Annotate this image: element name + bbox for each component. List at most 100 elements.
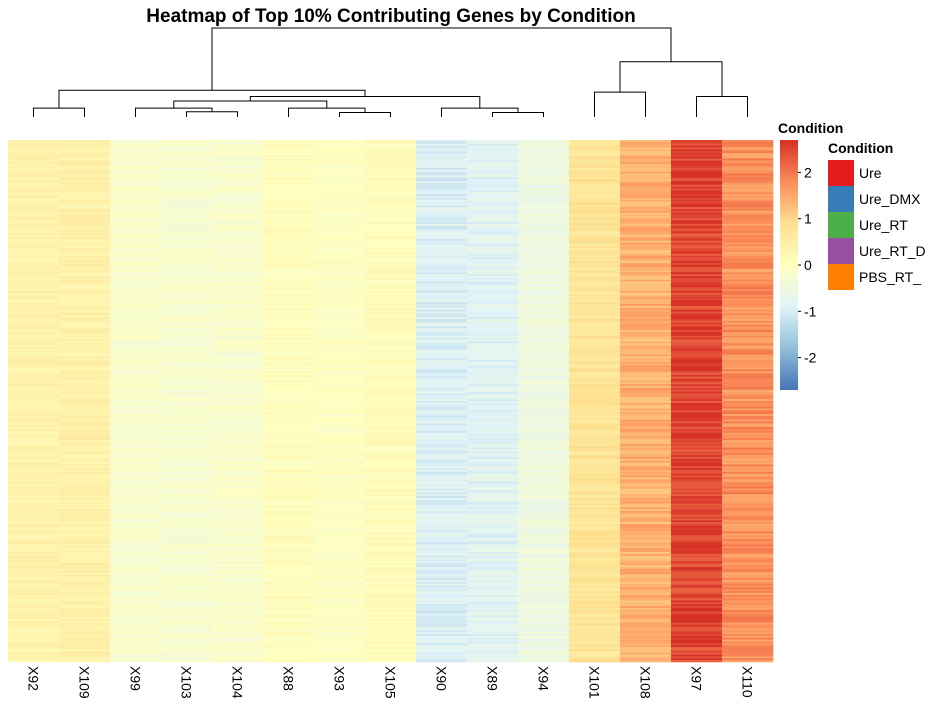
heatmap-cell (8, 563, 60, 566)
heatmap-cell (161, 626, 213, 629)
heatmap-cell (518, 212, 570, 215)
heatmap-cell (212, 208, 264, 212)
heatmap-cell (59, 184, 111, 187)
heatmap-cell (110, 236, 162, 240)
heatmap-cell (8, 406, 60, 409)
heatmap-cell (110, 537, 162, 540)
heatmap-cell (722, 354, 774, 357)
heatmap-cell (365, 279, 417, 282)
heatmap-cell (620, 298, 672, 301)
heatmap-cell (416, 276, 468, 279)
heatmap-cell (722, 587, 774, 590)
heatmap-cell (569, 188, 621, 191)
heatmap-cell (416, 311, 468, 314)
heatmap-cell (620, 160, 672, 163)
heatmap-cell (161, 279, 213, 282)
heatmap-cell (59, 637, 111, 640)
heatmap-cell (161, 171, 213, 174)
heatmap-cell (467, 352, 519, 355)
heatmap-cell (314, 249, 366, 253)
heatmap-cell (671, 453, 723, 456)
heatmap-cell (8, 432, 60, 435)
heatmap-cell (365, 572, 417, 575)
heatmap-cell (569, 660, 621, 663)
heatmap-cell (59, 537, 111, 540)
heatmap-cell (212, 658, 264, 661)
heatmap-cell (59, 563, 111, 566)
heatmap-cell (314, 223, 366, 227)
heatmap-cell (467, 660, 519, 663)
heatmap-cell (671, 318, 723, 322)
heatmap-cell (110, 427, 162, 430)
heatmap-cell (161, 205, 213, 208)
heatmap-cell (8, 236, 60, 240)
heatmap-cell (59, 276, 111, 279)
heatmap-cell (161, 154, 213, 158)
heatmap-cell (620, 609, 672, 612)
heatmap-cell (620, 637, 672, 640)
heatmap-cell (263, 434, 315, 437)
heatmap-cell (110, 302, 162, 305)
heatmap-cell (416, 387, 468, 391)
heatmap-cell (8, 531, 60, 534)
column-label: X89 (485, 666, 501, 691)
heatmap-cell (8, 296, 60, 299)
heatmap-cell (467, 624, 519, 627)
heatmap-cell (416, 192, 468, 195)
heatmap-cell (8, 552, 60, 555)
heatmap-cell (671, 602, 723, 605)
heatmap-cell (365, 648, 417, 652)
heatmap-cell (365, 479, 417, 482)
heatmap-cell (569, 225, 621, 228)
heatmap-cell (314, 423, 366, 426)
heatmap-cell (263, 192, 315, 195)
heatmap-cell (620, 455, 672, 458)
heatmap-cell (263, 169, 315, 172)
heatmap-cell (620, 600, 672, 603)
heatmap-cell (110, 369, 162, 372)
heatmap-cell (620, 624, 672, 627)
heatmap-cell (59, 171, 111, 174)
heatmap-cell (416, 318, 468, 322)
heatmap-cell (722, 581, 774, 584)
heatmap-cell (110, 300, 162, 303)
heatmap-cell (722, 594, 774, 598)
heatmap-cell (722, 218, 774, 221)
heatmap-cell (569, 634, 621, 637)
heatmap-cell (416, 613, 468, 616)
heatmap-cell (518, 652, 570, 655)
heatmap-cell (365, 512, 417, 516)
heatmap-cell (518, 328, 570, 331)
heatmap-cell (161, 538, 213, 542)
heatmap-cell (722, 210, 774, 213)
heatmap-cell (212, 352, 264, 355)
heatmap-cell (365, 184, 417, 187)
heatmap-cell (365, 212, 417, 215)
heatmap-cell (620, 307, 672, 310)
heatmap-cell (314, 153, 366, 156)
heatmap-cell (671, 497, 723, 501)
heatmap-cell (263, 279, 315, 282)
heatmap-cell (59, 374, 111, 378)
heatmap-cell (518, 333, 570, 337)
heatmap-cell (467, 658, 519, 661)
heatmap-cell (263, 251, 315, 255)
heatmap-cell (263, 272, 315, 275)
heatmap-cell (212, 604, 264, 607)
heatmap-cell (59, 231, 111, 234)
heatmap-cell (467, 538, 519, 542)
heatmap-cell (365, 440, 417, 443)
heatmap-cell (722, 404, 774, 407)
heatmap-cell (59, 367, 111, 370)
heatmap-cell (722, 641, 774, 644)
heatmap-cell (59, 218, 111, 221)
heatmap-cell (161, 423, 213, 426)
heatmap-cell (263, 540, 315, 543)
heatmap-cell (416, 380, 468, 383)
heatmap-cell (467, 160, 519, 163)
heatmap-cell (59, 533, 111, 536)
heatmap-cell (110, 201, 162, 204)
heatmap-cell (110, 415, 162, 419)
heatmap-cell (671, 337, 723, 340)
heatmap-cell (161, 248, 213, 251)
